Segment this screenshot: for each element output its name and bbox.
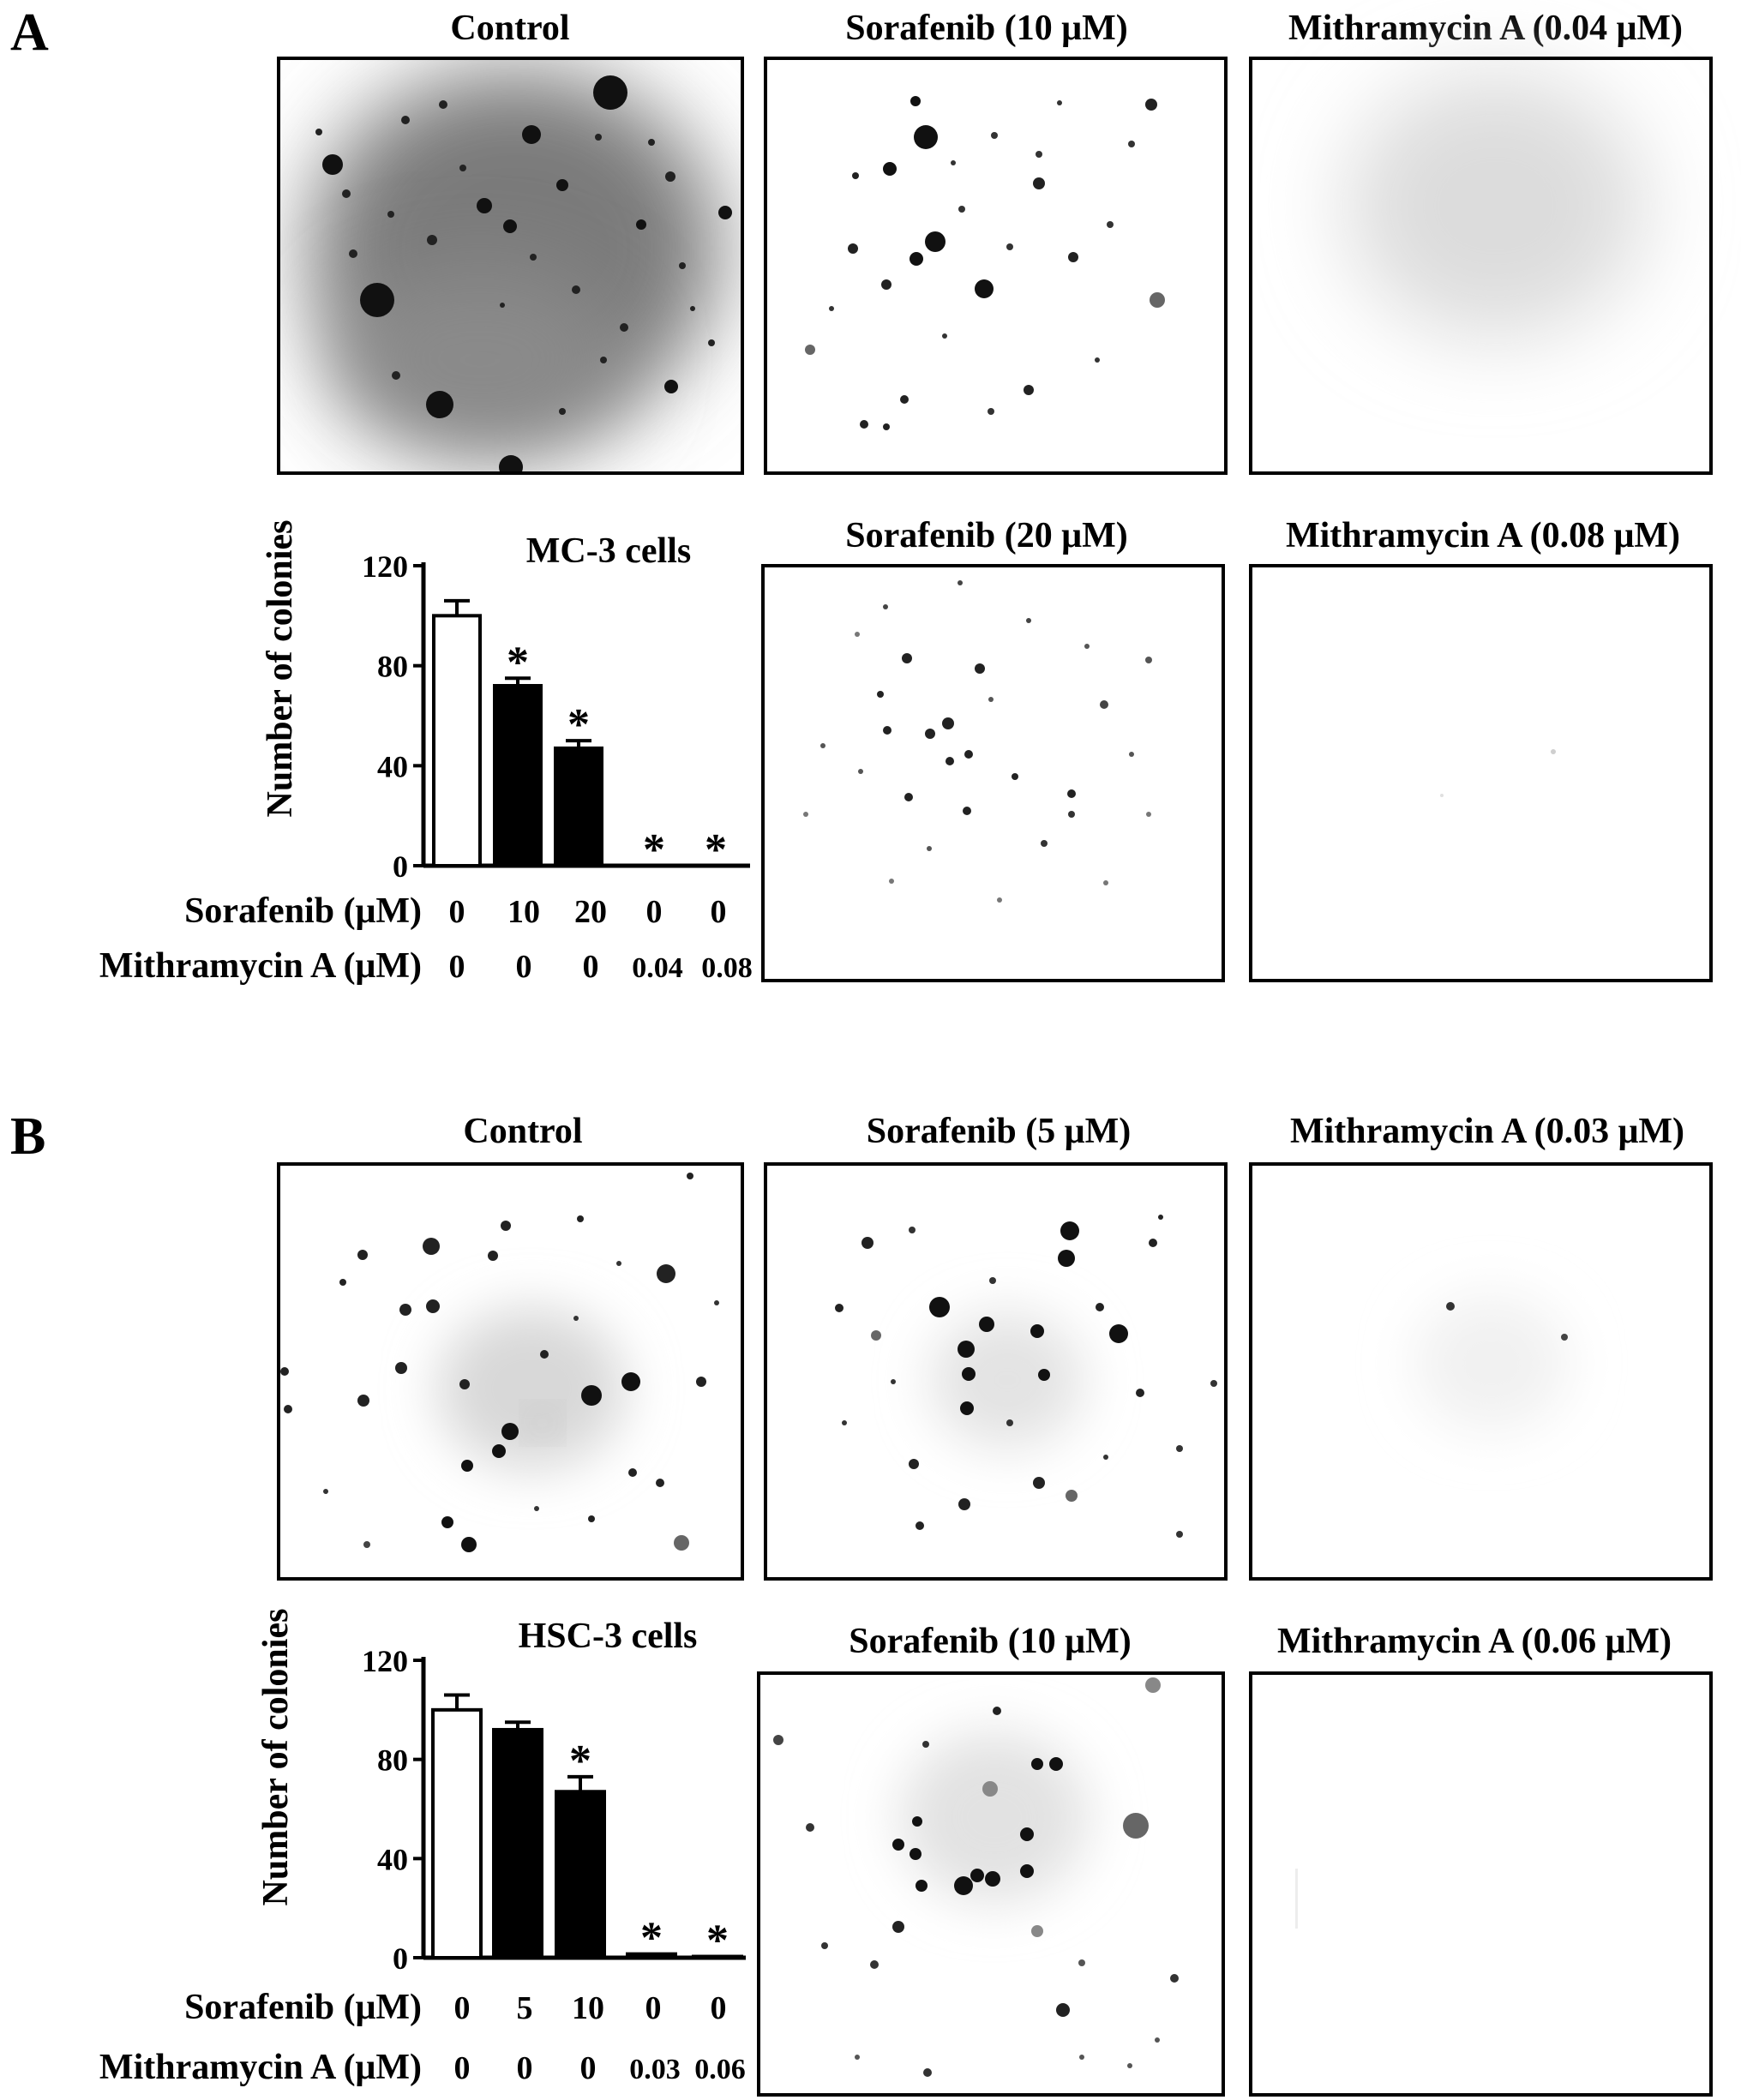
significance-marker: *	[507, 638, 529, 687]
image-title-b-mithramycin-006: Mithramycin A (0.06 μM)	[1277, 1622, 1672, 1661]
bar	[432, 614, 482, 867]
micrograph-a-sorafenib-10	[764, 57, 1228, 475]
row-label-mithramycin-a: Mithramycin A (μM)	[99, 946, 422, 986]
image-title-a-mithramycin-004: Mithramycin A (0.04 μM)	[1288, 9, 1683, 48]
dose-mithramycin-b-3: 0	[580, 2050, 597, 2086]
y-axis-label-hsc3: Number of colonies	[256, 1609, 296, 1906]
significance-marker: *	[567, 700, 590, 749]
micrograph-a-sorafenib-20	[761, 564, 1225, 982]
dose-sorafenib-a-1: 0	[449, 894, 465, 930]
image-title-a-sorafenib-10: Sorafenib (10 μM)	[845, 9, 1127, 48]
image-title-a-control: Control	[450, 9, 569, 48]
bar	[554, 746, 603, 868]
dose-sorafenib-b-2: 5	[517, 1990, 533, 2026]
y-tick-label: 80	[377, 1743, 408, 1778]
micrograph-b-control	[277, 1162, 744, 1581]
dose-mithramycin-a-3: 0	[583, 949, 599, 985]
dose-mithramycin-b-4: 0.03	[629, 2054, 681, 2085]
chart-title-mc3: MC-3 cells	[526, 531, 691, 571]
micrograph-b-mithramycin-006	[1249, 1671, 1713, 2097]
y-tick-label: 120	[362, 549, 408, 584]
bar-chart-hsc3: HSC-3 cells Number of colonies 04080120 …	[256, 1609, 746, 1976]
micrograph-a-control	[277, 57, 744, 475]
y-tick-label: 40	[377, 1842, 408, 1876]
dose-mithramycin-a-2: 0	[516, 949, 532, 985]
row-label-sorafenib-b: Sorafenib (μM)	[184, 1988, 422, 2027]
image-title-a-sorafenib-20: Sorafenib (20 μM)	[845, 516, 1127, 555]
dose-mithramycin-b-2: 0	[517, 2050, 533, 2086]
dose-sorafenib-b-5: 0	[711, 1990, 727, 2026]
significance-marker: *	[640, 1914, 663, 1963]
dose-mithramycin-a-5: 0.08	[701, 952, 753, 984]
dose-mithramycin-a-1: 0	[449, 949, 465, 985]
y-tick-label: 80	[377, 650, 408, 684]
significance-marker: *	[569, 1737, 591, 1785]
significance-marker: *	[705, 825, 727, 874]
dose-sorafenib-a-3: 20	[574, 894, 607, 930]
y-tick-label: 0	[393, 849, 408, 884]
y-axis-label-mc3: Number of colonies	[261, 520, 300, 818]
significance-marker: *	[643, 825, 665, 874]
dose-sorafenib-b-4: 0	[645, 1990, 662, 2026]
bar	[626, 1952, 677, 1960]
significance-marker: *	[706, 1917, 729, 1965]
micrograph-a-mithramycin-004	[1249, 57, 1713, 475]
image-title-a-mithramycin-008: Mithramycin A (0.08 μM)	[1286, 516, 1680, 555]
y-tick-label: 120	[362, 1644, 408, 1678]
dose-mithramycin-a-4: 0.04	[632, 952, 683, 984]
micrograph-b-mithramycin-003	[1249, 1162, 1713, 1581]
panel-letter-a: A	[10, 3, 49, 62]
dose-sorafenib-a-2: 10	[507, 894, 540, 930]
y-tick-label: 40	[377, 749, 408, 783]
micrograph-b-sorafenib-10	[757, 1671, 1225, 2097]
image-title-b-sorafenib-10: Sorafenib (10 μM)	[849, 1622, 1131, 1661]
dose-sorafenib-a-5: 0	[711, 894, 727, 930]
image-title-b-control: Control	[463, 1112, 582, 1151]
dose-sorafenib-b-1: 0	[454, 1990, 471, 2026]
image-title-b-sorafenib-5: Sorafenib (5 μM)	[867, 1112, 1131, 1151]
panel-letter-b: B	[10, 1107, 45, 1166]
image-title-b-mithramycin-003: Mithramycin A (0.03 μM)	[1290, 1112, 1684, 1151]
dose-sorafenib-b-3: 10	[572, 1990, 604, 2026]
y-tick-label: 0	[393, 1941, 408, 1976]
chart-title-hsc3: HSC-3 cells	[519, 1617, 698, 1656]
row-label-mithramycin-b: Mithramycin A (μM)	[99, 2048, 422, 2087]
dose-sorafenib-a-4: 0	[646, 894, 663, 930]
dose-mithramycin-b-1: 0	[454, 2050, 471, 2086]
dose-mithramycin-b-5: 0.06	[694, 2054, 746, 2085]
bar	[492, 1727, 543, 1959]
row-label-sorafenib-a: Sorafenib (μM)	[184, 891, 422, 931]
bar	[555, 1790, 606, 1959]
micrograph-b-sorafenib-5	[764, 1162, 1228, 1581]
bar	[692, 1954, 743, 1960]
bar	[493, 684, 543, 867]
bar-chart-mc3: MC-3 cells Number of colonies 0 40 80 120 *…	[261, 520, 750, 884]
bar	[431, 1707, 483, 1960]
micrograph-a-mithramycin-008	[1249, 564, 1713, 982]
